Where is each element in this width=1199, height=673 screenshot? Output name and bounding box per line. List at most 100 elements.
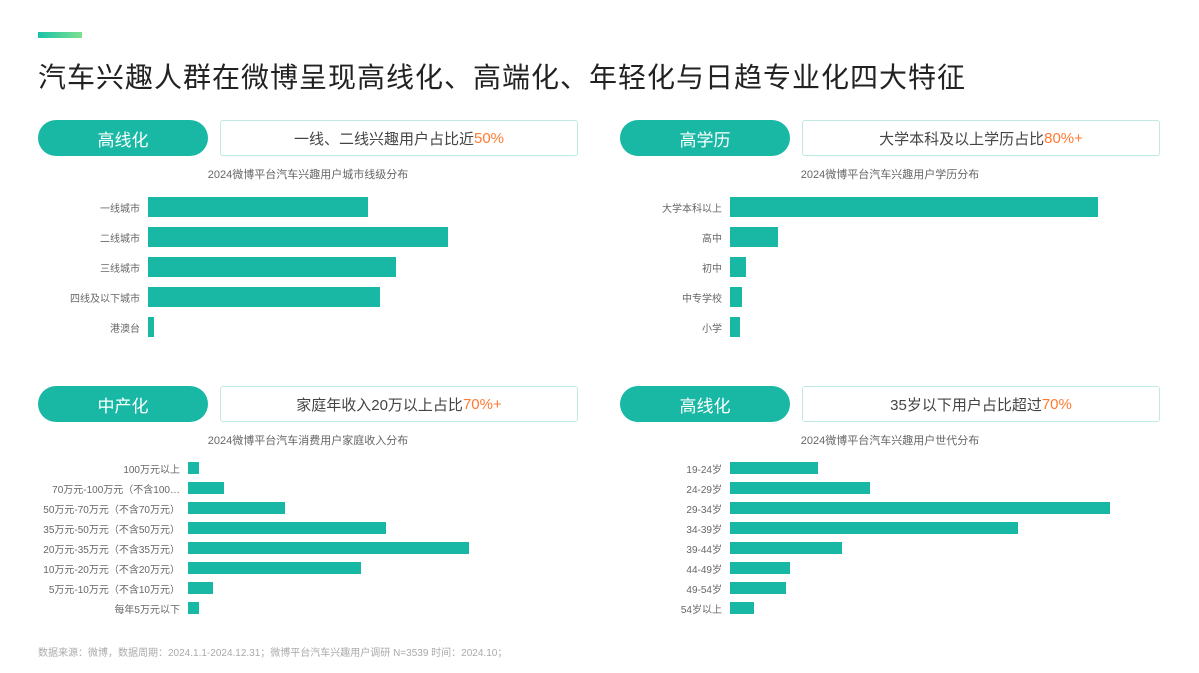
footer-source: 数据来源：微博，数据周期：2024.1.1-2024.12.31；微博平台汽车兴… <box>38 644 507 659</box>
bar-track <box>730 502 1160 514</box>
bar-track <box>730 522 1160 534</box>
header-row: 中产化 家庭年收入20万以上占比 70%+ <box>38 386 578 422</box>
bar-label: 34-39岁 <box>620 521 730 536</box>
pill-age: 高线化 <box>620 386 790 422</box>
page-title: 汽车兴趣人群在微博呈现高线化、高端化、年轻化与日趋专业化四大特征 <box>38 56 966 96</box>
bar-row: 19-24岁 <box>620 458 1160 478</box>
bar <box>148 287 380 307</box>
bar <box>730 562 790 574</box>
quadrant-city-tier: 高线化 一线、二线兴趣用户占比近 50% 2024微博平台汽车兴趣用户城市线级分… <box>38 120 578 370</box>
bar-row: 35万元-50万元（不含50万元） <box>38 518 578 538</box>
sub-prefix: 35岁以下用户占比超过 <box>890 394 1042 415</box>
bar-track <box>730 317 1160 337</box>
bar <box>188 542 469 554</box>
bar-row: 大学本科以上 <box>620 192 1160 222</box>
bar-label: 35万元-50万元（不含50万元） <box>38 521 188 536</box>
bar-row: 50万元-70万元（不含70万元） <box>38 498 578 518</box>
bar-track <box>188 502 578 514</box>
header-row: 高线化 35岁以下用户占比超过 70% <box>620 386 1160 422</box>
bar-row: 39-44岁 <box>620 538 1160 558</box>
bar-row: 高中 <box>620 222 1160 252</box>
bar-row: 70万元-100万元（不含100… <box>38 478 578 498</box>
bar-row: 34-39岁 <box>620 518 1160 538</box>
bar-label: 二线城市 <box>38 230 148 245</box>
bar-track <box>730 482 1160 494</box>
bar <box>730 257 746 277</box>
bar-chart-income: 100万元以上 70万元-100万元（不含100… 50万元-70万元（不含70万元… <box>38 458 578 618</box>
bar-row: 29-34岁 <box>620 498 1160 518</box>
bar-track <box>730 257 1160 277</box>
bar-row: 54岁以上 <box>620 598 1160 618</box>
bar-label: 54岁以上 <box>620 601 730 616</box>
bar-row: 初中 <box>620 252 1160 282</box>
bar-label: 港澳台 <box>38 320 148 335</box>
bar <box>148 317 154 337</box>
bar-track <box>148 227 578 247</box>
bar-row: 44-49岁 <box>620 558 1160 578</box>
bar-row: 10万元-20万元（不含20万元） <box>38 558 578 578</box>
bar-track <box>188 542 578 554</box>
bar-label: 29-34岁 <box>620 501 730 516</box>
bar-label: 中专学校 <box>620 290 730 305</box>
sub-education: 大学本科及以上学历占比 80%+ <box>802 120 1160 156</box>
sub-highlight: 80%+ <box>1044 130 1083 147</box>
sub-highlight: 70%+ <box>463 396 502 413</box>
bar-row: 5万元-10万元（不含10万元） <box>38 578 578 598</box>
chart-title-edu: 2024微博平台汽车兴趣用户学历分布 <box>620 166 1160 182</box>
quadrant-age: 高线化 35岁以下用户占比超过 70% 2024微博平台汽车兴趣用户世代分布 1… <box>620 386 1160 636</box>
bar <box>730 602 754 614</box>
bar <box>188 522 386 534</box>
bar-label: 19-24岁 <box>620 461 730 476</box>
bar-label: 小学 <box>620 320 730 335</box>
bar-chart-education: 大学本科以上高中初中中专学校小学 <box>620 192 1160 342</box>
bar-track <box>730 562 1160 574</box>
chart-title-income: 2024微博平台汽车消费用户家庭收入分布 <box>38 432 578 448</box>
bar-track <box>730 287 1160 307</box>
bar-label: 大学本科以上 <box>620 200 730 215</box>
bar-track <box>188 462 578 474</box>
bar-track <box>148 257 578 277</box>
quadrant-education: 高学历 大学本科及以上学历占比 80%+ 2024微博平台汽车兴趣用户学历分布 … <box>620 120 1160 370</box>
bar-label: 三线城市 <box>38 260 148 275</box>
bar-label: 24-29岁 <box>620 481 730 496</box>
bar-label: 一线城市 <box>38 200 148 215</box>
bar-row: 四线及以下城市 <box>38 282 578 312</box>
pill-income: 中产化 <box>38 386 208 422</box>
bar-label: 49-54岁 <box>620 581 730 596</box>
bar-label: 10万元-20万元（不含20万元） <box>38 561 188 576</box>
bar-row: 一线城市 <box>38 192 578 222</box>
bar-label: 50万元-70万元（不含70万元） <box>38 501 188 516</box>
bar-track <box>730 462 1160 474</box>
bar-label: 39-44岁 <box>620 541 730 556</box>
bar-row: 港澳台 <box>38 312 578 342</box>
sub-prefix: 家庭年收入20万以上占比 <box>296 394 463 415</box>
bar-label: 每年5万元以下 <box>38 601 188 616</box>
bar-label: 高中 <box>620 230 730 245</box>
bar-track <box>730 582 1160 594</box>
sub-highlight: 70% <box>1042 396 1072 413</box>
bar-row: 20万元-35万元（不含35万元） <box>38 538 578 558</box>
bar-track <box>148 197 578 217</box>
bar-label: 100万元以上 <box>38 461 188 476</box>
bar-label: 初中 <box>620 260 730 275</box>
bar <box>148 197 368 217</box>
bar-row: 三线城市 <box>38 252 578 282</box>
sub-income: 家庭年收入20万以上占比 70%+ <box>220 386 578 422</box>
header-row: 高学历 大学本科及以上学历占比 80%+ <box>620 120 1160 156</box>
quadrant-income: 中产化 家庭年收入20万以上占比 70%+ 2024微博平台汽车消费用户家庭收入… <box>38 386 578 636</box>
bar-row: 小学 <box>620 312 1160 342</box>
bar-row: 中专学校 <box>620 282 1160 312</box>
bar-track <box>188 482 578 494</box>
bar <box>188 462 199 474</box>
bar-label: 5万元-10万元（不含10万元） <box>38 581 188 596</box>
sub-age: 35岁以下用户占比超过 70% <box>802 386 1160 422</box>
bar <box>188 502 285 514</box>
bar-track <box>188 522 578 534</box>
bar-track <box>148 287 578 307</box>
bar-track <box>730 227 1160 247</box>
bar <box>730 582 786 594</box>
bar <box>730 482 870 494</box>
bar-row: 24-29岁 <box>620 478 1160 498</box>
bar <box>730 197 1098 217</box>
bar-label: 20万元-35万元（不含35万元） <box>38 541 188 556</box>
